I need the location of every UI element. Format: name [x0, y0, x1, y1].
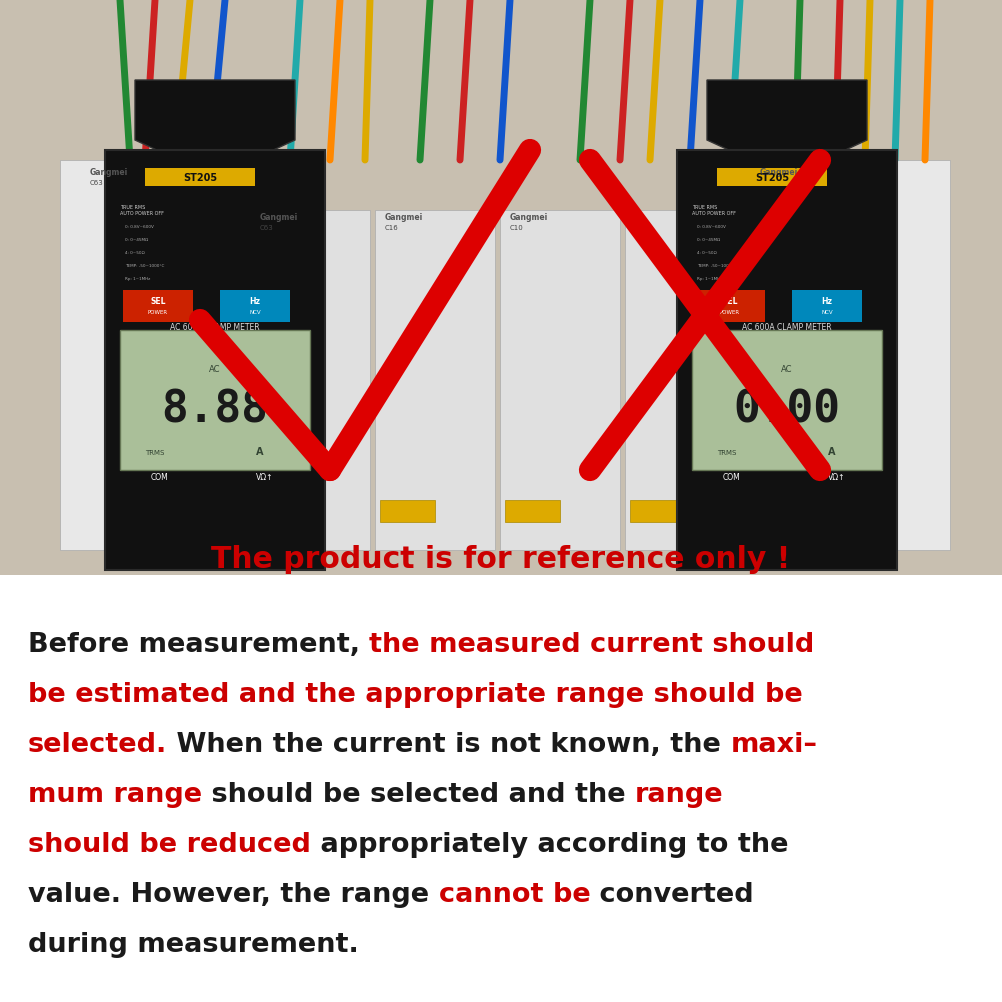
Bar — [0, 575, 1002, 1002]
Text: C16: C16 — [385, 225, 399, 231]
Text: AC: AC — [782, 366, 793, 375]
Text: POWER: POWER — [720, 310, 740, 315]
Text: during measurement.: during measurement. — [28, 932, 359, 958]
Text: Rp: 1~1MHz: Rp: 1~1MHz — [697, 277, 722, 281]
Text: Gangmei: Gangmei — [510, 213, 548, 222]
Text: When the current is not known, the: When the current is not known, the — [167, 732, 730, 758]
Text: 0: 0~45MΩ: 0: 0~45MΩ — [697, 238, 720, 242]
Text: COM: COM — [723, 473, 740, 482]
Text: cannot be: cannot be — [439, 882, 590, 908]
Text: C10: C10 — [510, 225, 524, 231]
Bar — [105, 150, 325, 570]
Text: TRUE RMS
AUTO POWER OFF: TRUE RMS AUTO POWER OFF — [120, 205, 164, 215]
Text: SEL: SEL — [150, 298, 165, 307]
Bar — [792, 290, 862, 322]
Text: 4: 0~50Ω: 4: 0~50Ω — [697, 250, 716, 255]
Text: VΩ↑: VΩ↑ — [829, 473, 846, 482]
Text: 8.88: 8.88 — [161, 389, 269, 432]
Text: AC: AC — [209, 366, 220, 375]
Text: TEMP: -50~1000°C: TEMP: -50~1000°C — [697, 264, 736, 268]
Text: C63: C63 — [260, 225, 274, 231]
Text: A: A — [257, 447, 264, 457]
Text: TRMS: TRMS — [145, 450, 164, 456]
Text: A: A — [829, 447, 836, 457]
Bar — [250, 210, 370, 550]
Text: should be selected and the: should be selected and the — [202, 782, 635, 808]
Bar — [123, 290, 193, 322]
Text: TEMP: -50~1000°C: TEMP: -50~1000°C — [125, 264, 164, 268]
Text: selected.: selected. — [28, 732, 167, 758]
Bar — [630, 500, 685, 522]
Text: 4: 0~50Ω: 4: 0~50Ω — [125, 250, 144, 255]
Bar — [717, 168, 827, 186]
Bar — [677, 150, 897, 570]
Text: Gangmei: Gangmei — [90, 168, 128, 177]
Bar — [220, 290, 290, 322]
Text: AC 600A CLAMP METER: AC 600A CLAMP METER — [170, 324, 260, 333]
Text: 0: 0.8V~600V: 0: 0.8V~600V — [697, 225, 725, 229]
Bar — [145, 168, 255, 186]
Bar — [505, 500, 560, 522]
Text: SEL: SEL — [722, 298, 737, 307]
Text: mum range: mum range — [28, 782, 202, 808]
Text: ST205: ST205 — [183, 173, 217, 183]
Text: VΩ↑: VΩ↑ — [257, 473, 274, 482]
Bar — [500, 210, 620, 550]
Text: TRUE RMS
AUTO POWER OFF: TRUE RMS AUTO POWER OFF — [692, 205, 735, 215]
Bar — [60, 160, 240, 550]
Text: 0.00: 0.00 — [733, 389, 841, 432]
Bar — [375, 210, 495, 550]
Bar — [265, 500, 320, 522]
Bar — [750, 160, 950, 550]
Text: be estimated and the appropriate range should be: be estimated and the appropriate range s… — [28, 682, 803, 708]
Text: maxi–: maxi– — [730, 732, 818, 758]
Text: 0: 0.8V~600V: 0: 0.8V~600V — [125, 225, 154, 229]
Text: Gangmei: Gangmei — [260, 213, 299, 222]
Text: range: range — [635, 782, 723, 808]
Text: NCV: NCV — [249, 310, 261, 315]
Text: NCV: NCV — [822, 310, 833, 315]
Bar — [380, 500, 435, 522]
Polygon shape — [707, 80, 867, 170]
Bar — [120, 330, 310, 470]
Text: AC 600A CLAMP METER: AC 600A CLAMP METER — [742, 324, 832, 333]
Bar — [692, 330, 882, 470]
Text: Gangmei: Gangmei — [385, 213, 423, 222]
Polygon shape — [0, 0, 1002, 575]
Text: TRMS: TRMS — [717, 450, 736, 456]
Text: 0: 0~45MΩ: 0: 0~45MΩ — [125, 238, 148, 242]
Text: converted: converted — [590, 882, 754, 908]
Polygon shape — [135, 80, 295, 170]
Text: value. However, the range: value. However, the range — [28, 882, 439, 908]
Bar — [625, 210, 745, 550]
Text: POWER: POWER — [148, 310, 168, 315]
Text: Hz: Hz — [249, 298, 261, 307]
Text: Gangmei: Gangmei — [760, 168, 799, 177]
Text: Rp: 1~1MHz: Rp: 1~1MHz — [125, 277, 150, 281]
Text: the measured current should: the measured current should — [370, 632, 815, 658]
Text: COM: COM — [151, 473, 169, 482]
Text: should be reduced: should be reduced — [28, 832, 311, 858]
Text: ST205: ST205 — [755, 173, 789, 183]
Text: Hz: Hz — [822, 298, 833, 307]
Bar — [695, 290, 765, 322]
Text: Before measurement,: Before measurement, — [28, 632, 370, 658]
Text: appropriately according to the: appropriately according to the — [311, 832, 789, 858]
Text: C63: C63 — [90, 180, 104, 186]
Text: The product is for reference only !: The product is for reference only ! — [211, 545, 791, 574]
